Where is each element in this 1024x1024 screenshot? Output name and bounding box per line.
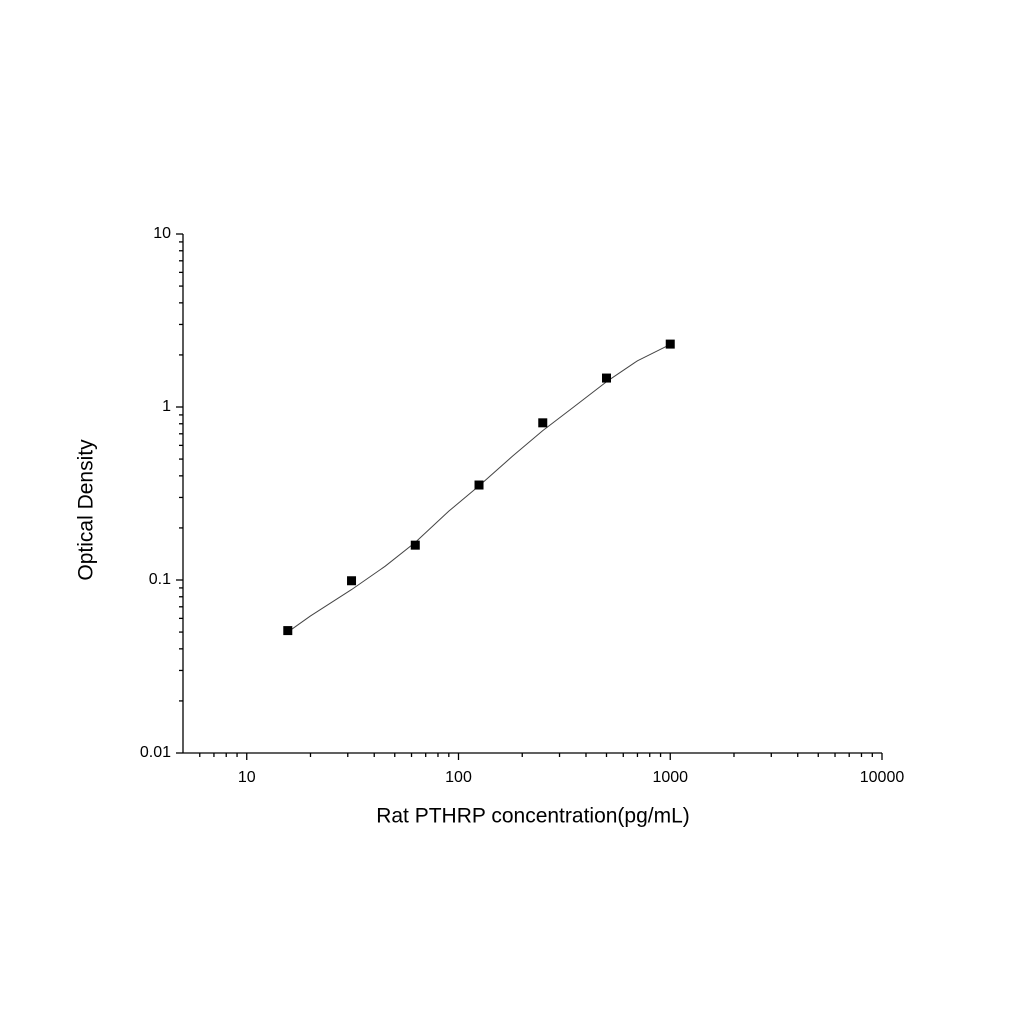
x-tick-label: 1000 [652, 769, 688, 786]
x-axis-title: Rat PTHRP concentration(pg/mL) [376, 805, 690, 828]
y-axis-title: Optical Density [75, 439, 98, 581]
y-tick-label: 0.01 [140, 744, 171, 761]
y-tick-label: 0.1 [149, 571, 171, 588]
x-tick-label: 10 [238, 769, 256, 786]
data-point [665, 339, 675, 349]
data-point [283, 626, 293, 636]
y-tick-label: 1 [162, 398, 171, 415]
data-point [602, 373, 612, 383]
y-tick-label: 10 [153, 225, 171, 242]
data-point [410, 540, 420, 550]
data-point [538, 418, 548, 428]
data-point [474, 480, 484, 490]
x-tick-label: 100 [445, 769, 472, 786]
x-tick-label: 10000 [860, 769, 905, 786]
data-point [347, 576, 357, 586]
